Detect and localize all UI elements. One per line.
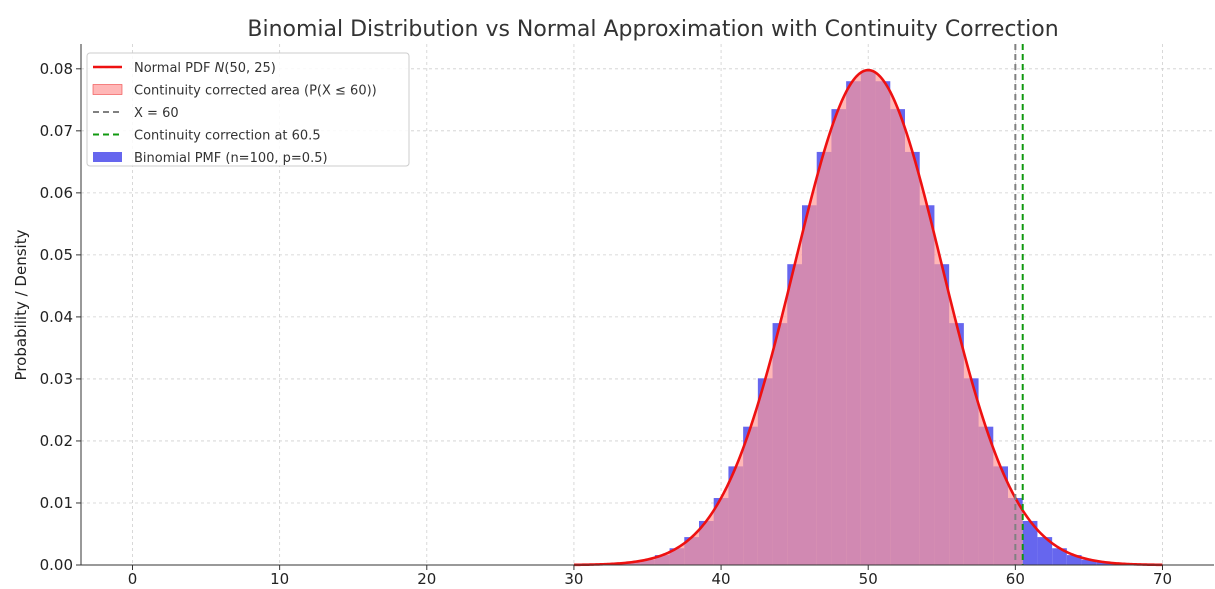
reference-lines [1014,44,1024,565]
x-tick-label: 40 [712,570,731,588]
legend-swatch [92,84,123,95]
continuity-area-fill [573,70,1023,566]
normal-pdf-line [573,68,1163,567]
y-tick-label: 0.02 [40,432,73,450]
x-tick-label: 20 [417,570,436,588]
legend-label: Continuity correction at 60.5 [134,129,321,144]
binomial-bar [1096,562,1111,565]
y-tick-label: 0.03 [40,370,73,388]
continuity-area [573,70,1023,566]
legend-swatch [93,152,122,162]
y-tick-label: 0.06 [40,184,73,202]
legend-label: Binomial PMF (n=100, p=0.5) [134,151,328,166]
legend: Normal PDF N(50, 25) Continuity corrected… [86,52,410,167]
x-tick-label: 50 [859,570,878,588]
x-tick-label: 60 [1006,570,1025,588]
y-axis-label: Probability / Density [12,229,30,380]
y-tick-label: 0.08 [40,60,73,78]
y-tick-label: 0.07 [40,122,73,140]
y-tick-label: 0.05 [40,246,73,264]
legend-frame [86,52,410,167]
binomial-bar [1022,520,1038,565]
chart-title: Binomial Distribution vs Normal Approxim… [247,17,1058,42]
x-tick-label: 30 [564,570,583,588]
x-tick-label: 70 [1153,570,1172,588]
legend-label: Continuity corrected area (P(X ≤ 60)) [134,84,377,99]
legend-label: X = 60 [134,106,179,121]
binomial-bar [1081,559,1097,565]
y-tick-label: 0.01 [40,494,73,512]
y-tick-label: 0.04 [40,308,73,326]
binomial-bar [1037,537,1053,565]
tick-labels: 0 10 20 30 40 50 60 70 0.00 0.01 0.02 0.03 0.04 0.05 0… [40,60,1172,588]
binomial-bar [1066,555,1082,565]
legend-label: Normal PDF N(50, 25) [134,61,276,76]
x-tick-label: 0 [128,570,138,588]
binomial-bar [1052,548,1067,565]
x-tick-label: 10 [270,570,289,588]
y-tick-label: 0.00 [40,556,73,574]
normal-curve [573,68,1163,567]
